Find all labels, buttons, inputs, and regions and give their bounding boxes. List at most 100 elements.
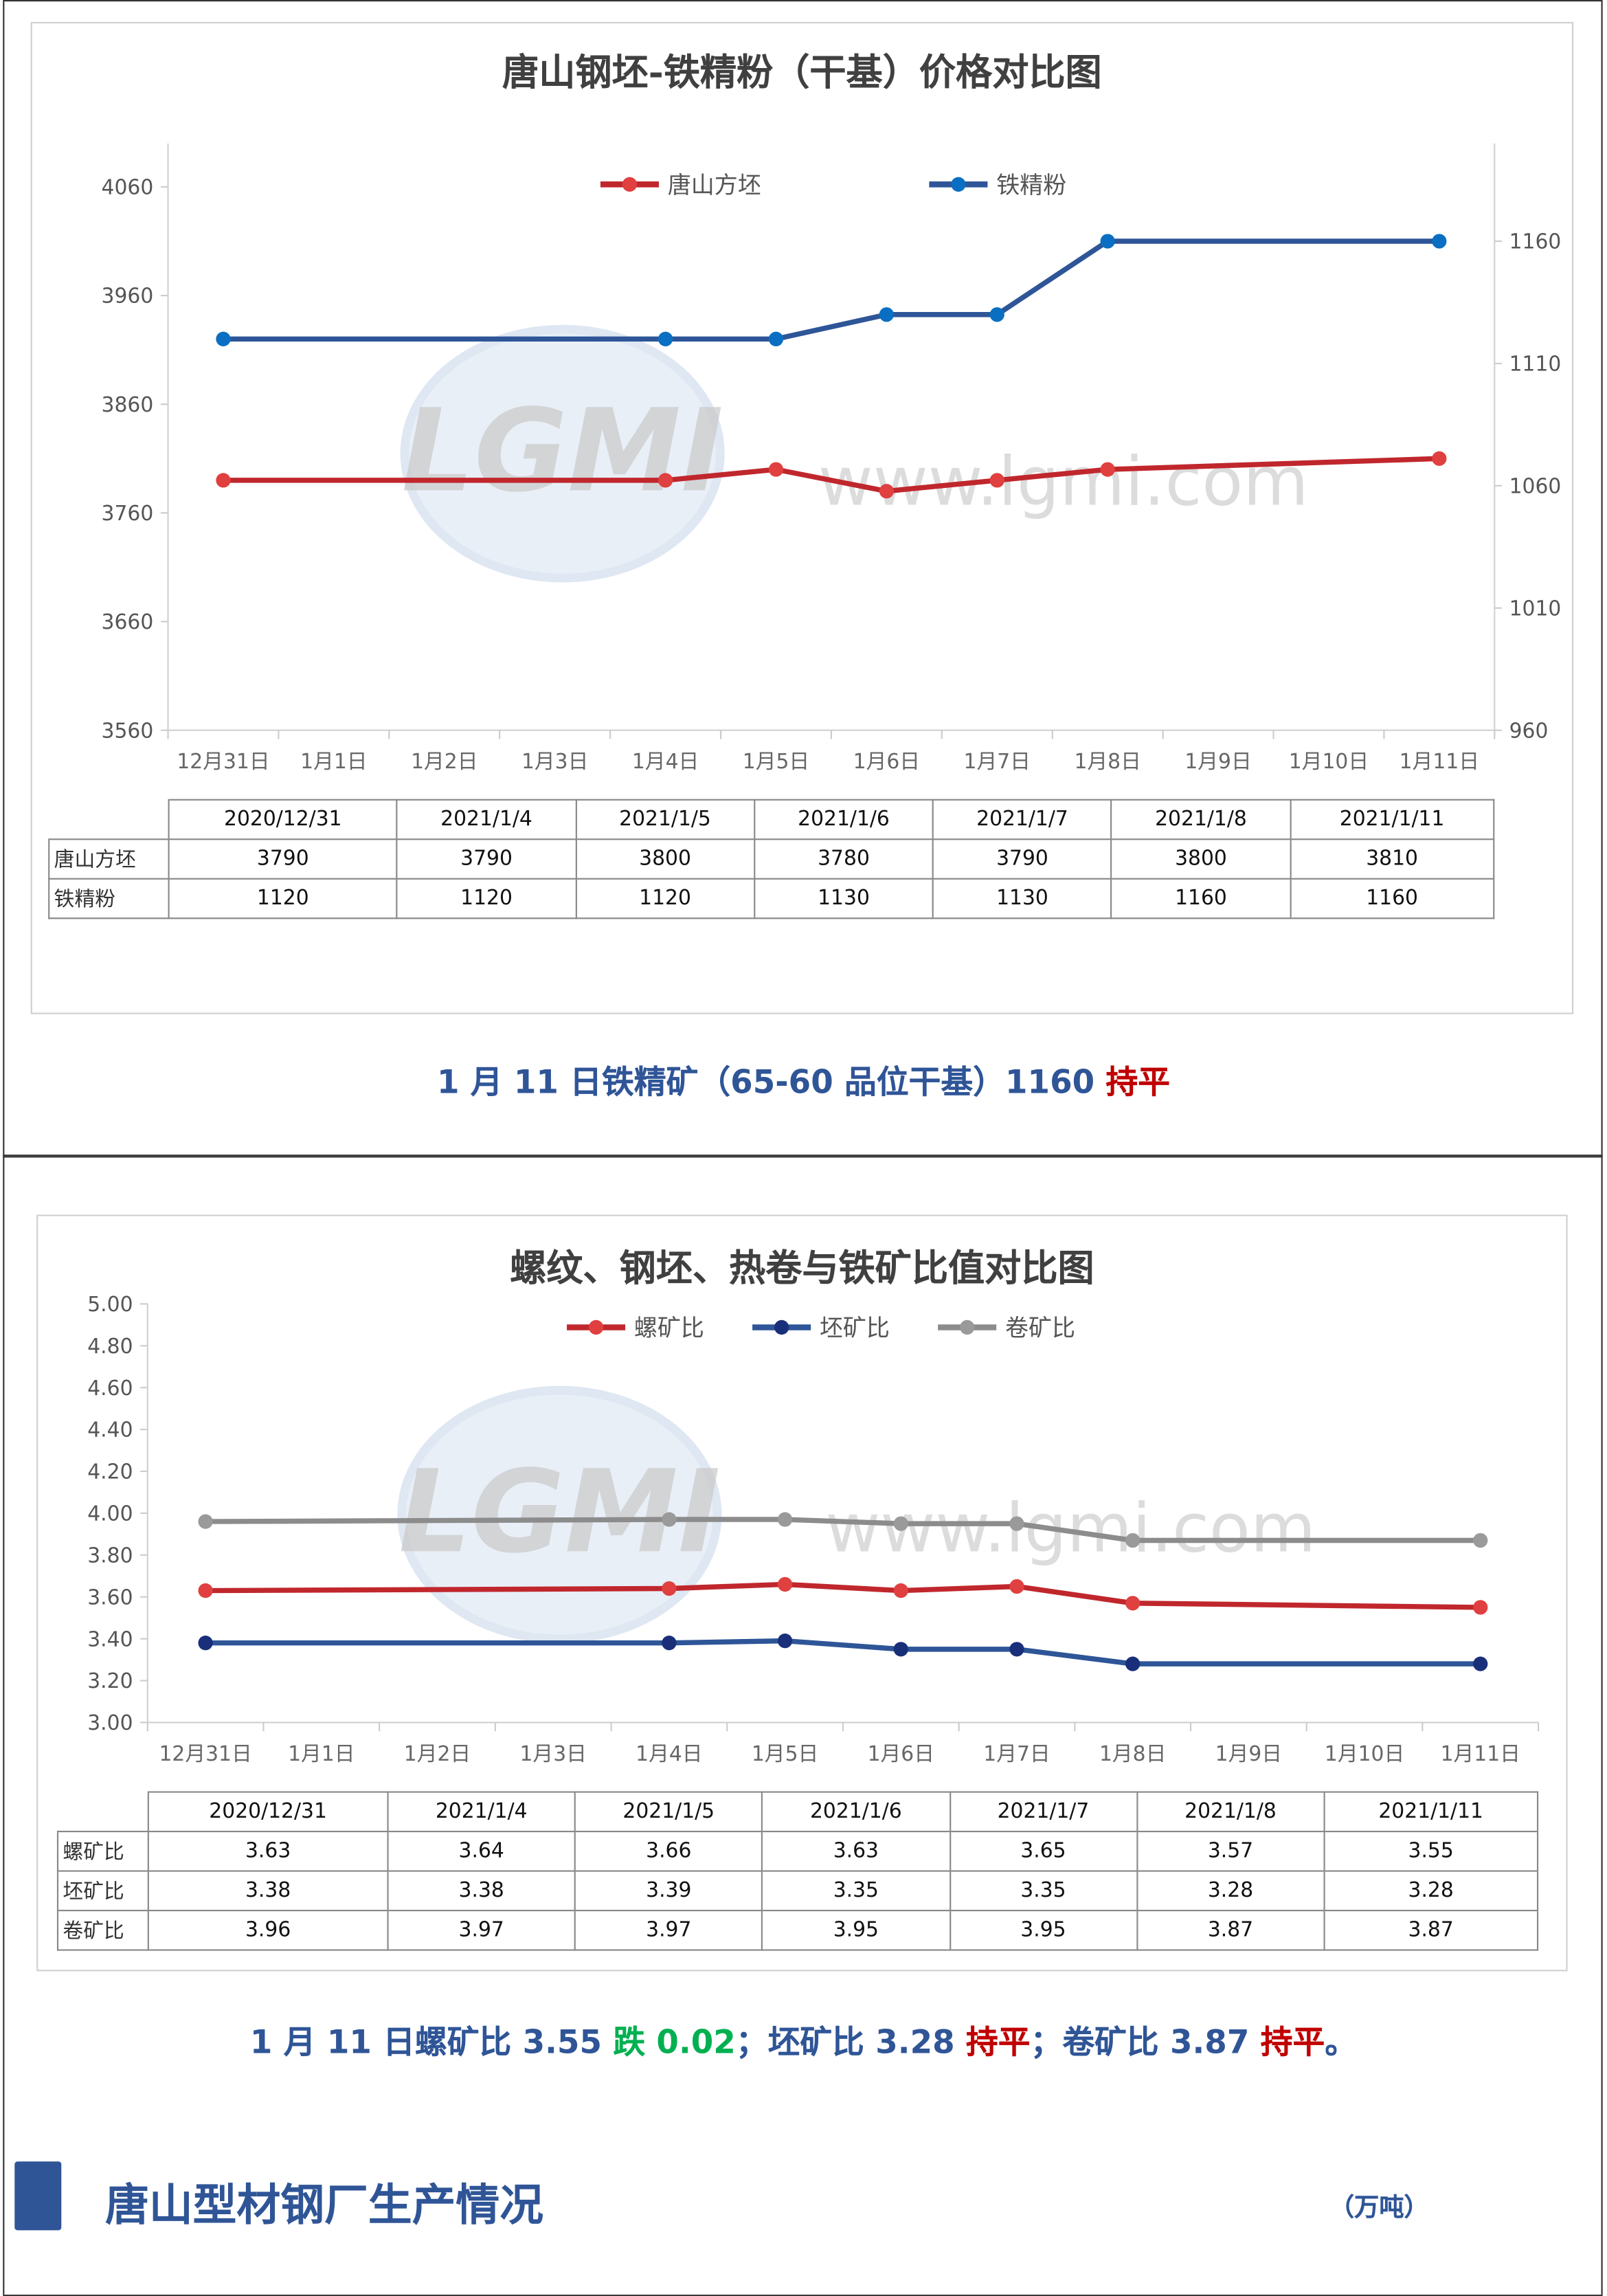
data-point [989, 307, 1004, 322]
data-point [662, 1581, 677, 1596]
y2-tick-label: 1110 [1509, 353, 1562, 377]
table-corner [49, 799, 170, 840]
x-tick-label: 1月6日 [868, 1742, 934, 1766]
column-header: 2021/1/8 [1110, 799, 1292, 840]
data-point [1100, 462, 1115, 477]
lgmi-logo-watermark [400, 324, 725, 583]
data-point [1473, 1532, 1488, 1548]
section-title: 唐山型材钢厂生产情况 [105, 2180, 544, 2232]
table-row: 铁精粉 1120 1120 1120 1130 1130 1160 1160 [48, 878, 1495, 919]
y2-tick-label: 1160 [1509, 230, 1562, 254]
summary-text: 1 月 11 日螺矿比 3.55 [249, 2025, 614, 2062]
data-point [879, 484, 895, 499]
column-header: 2021/1/4 [396, 799, 577, 840]
table-cell: 1130 [932, 878, 1113, 919]
y-tick-label: 4.60 [87, 1377, 133, 1401]
x-tick-label: 1月5日 [743, 750, 809, 774]
lgmi-url-watermark: www.lgmi.com [818, 443, 1309, 522]
x-tick-label: 1月7日 [964, 750, 1031, 774]
table-cell: 1130 [753, 878, 934, 919]
table-cell: 3.55 [1323, 1831, 1539, 1872]
series-line-螺矿比 [205, 1581, 1481, 1610]
table-cell: 3.96 [147, 1909, 389, 1951]
table-header-row: 2020/12/31 2021/1/4 2021/1/5 2021/1/6 2021/1… [57, 1791, 1539, 1833]
row-label: 螺矿比 [56, 1831, 149, 1872]
status-flat: 持平 [1105, 1065, 1171, 1102]
y-tick-label: 3560 [102, 719, 154, 743]
x-tick-label: 12月31日 [159, 1742, 251, 1766]
data-point [1009, 1516, 1024, 1531]
x-tick-label: 12月31日 [177, 750, 269, 774]
x-tick-label: 1月2日 [404, 1742, 471, 1766]
table-cell: 3.87 [1323, 1909, 1539, 1951]
table-cell: 3.39 [574, 1870, 763, 1912]
summary-text: ；卷矿比 3.87 [1030, 2025, 1261, 2062]
data-point [658, 473, 673, 488]
x-tick-label: 1月8日 [1074, 750, 1140, 774]
data-point [1432, 451, 1447, 466]
price-line-chart: LGMI www.lgmi.com 3560 3660 3760 3860 3960 4060… [102, 143, 1562, 774]
row-label: 唐山方坯 [48, 838, 170, 880]
y2-tick-label: 1060 [1509, 474, 1562, 498]
x-tick-label: 1月9日 [1184, 750, 1251, 774]
iron-ore-summary: 1 月 11 日铁精矿（65-60 品位干基）1160 持平 [0, 1056, 1607, 1103]
summary-text: 。 [1325, 2025, 1358, 2062]
series-line-坯矿比 [205, 1638, 1481, 1667]
data-point [1473, 1600, 1488, 1615]
data-point [1125, 1596, 1140, 1611]
y-tick-label: 4.80 [87, 1335, 133, 1359]
y-tick-label: 3660 [102, 610, 154, 634]
column-header: 2020/12/31 [168, 799, 398, 840]
column-header: 2021/1/5 [574, 799, 756, 840]
row-label: 铁精粉 [48, 878, 170, 919]
x-tick-label: 1月9日 [1215, 1742, 1282, 1766]
status-flat: 持平 [965, 2025, 1031, 2062]
status-down: 跌 0.02 [613, 2025, 736, 2062]
x-tick-label: 1月2日 [411, 750, 477, 774]
column-header: 2021/1/6 [761, 1791, 951, 1833]
data-point [893, 1583, 908, 1598]
table-header-row: 2020/12/31 2021/1/4 2021/1/5 2021/1/6 2021/1… [49, 799, 1495, 840]
y-tick-label: 3.60 [87, 1585, 133, 1609]
section-marker [14, 2161, 62, 2231]
legend-marker [622, 177, 638, 192]
section-unit: （万吨） [1329, 2194, 1429, 2223]
data-point [893, 1642, 908, 1657]
data-point [777, 1634, 793, 1649]
y2-tick-label: 1010 [1509, 597, 1562, 621]
legend-label: 螺矿比 [634, 1315, 704, 1342]
data-point [893, 1516, 908, 1531]
table-cell: 3.35 [949, 1870, 1138, 1912]
y-tick-label: 4060 [102, 176, 154, 200]
y-tick-label: 3.00 [87, 1711, 133, 1735]
data-point [768, 331, 784, 346]
y-tick-label: 3760 [102, 502, 154, 526]
y-tick-label: 3960 [102, 285, 154, 309]
column-header: 2021/1/11 [1289, 799, 1495, 840]
x-tick-label: 1月10日 [1325, 1742, 1404, 1766]
data-point [198, 1583, 213, 1598]
table-cell: 3790 [396, 838, 577, 880]
table-row: 卷矿比 3.96 3.97 3.97 3.95 3.95 3.87 3.87 [56, 1909, 1539, 1951]
table-row: 唐山方坯 3790 3790 3800 3780 3790 3800 3810 [48, 838, 1495, 880]
legend-marker [774, 1319, 789, 1335]
table-cell: 3790 [168, 838, 398, 880]
legend-marker [960, 1319, 975, 1335]
ratio-summary: 1 月 11 日螺矿比 3.55 跌 0.02；坯矿比 3.28 持平；卷矿比 … [0, 2016, 1607, 2063]
table-row: 螺矿比 3.63 3.64 3.66 3.63 3.65 3.57 3.55 [56, 1831, 1539, 1872]
column-header: 2021/1/4 [387, 1791, 576, 1833]
y-tick-label: 4.40 [87, 1418, 133, 1442]
legend-label: 坯矿比 [820, 1315, 890, 1342]
column-header: 2021/1/11 [1323, 1791, 1539, 1833]
table-cell: 3.35 [761, 1870, 951, 1912]
table-cell: 3800 [574, 838, 756, 880]
data-point [1473, 1656, 1488, 1671]
table-cell: 3.63 [761, 1831, 951, 1872]
column-header: 2021/1/6 [753, 799, 934, 840]
data-point [658, 331, 673, 346]
y-tick-label: 4.20 [87, 1460, 133, 1484]
column-header: 2020/12/31 [147, 1791, 389, 1833]
table-cell: 3.38 [387, 1870, 576, 1912]
column-header: 2021/1/7 [932, 799, 1113, 840]
